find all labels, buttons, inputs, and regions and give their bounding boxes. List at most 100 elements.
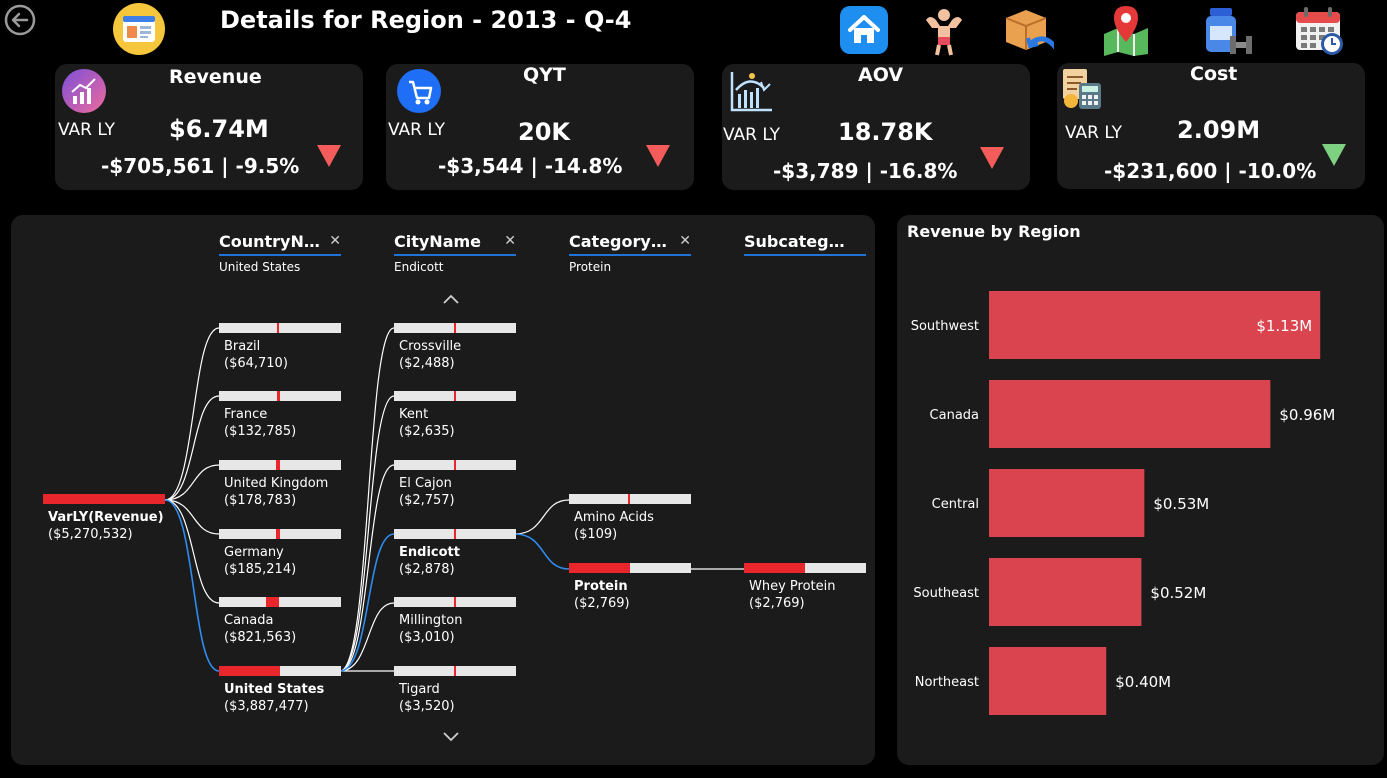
node-bar [219,323,341,333]
trend-down-icon [317,145,341,167]
tree-node-country[interactable]: Canada ($821,563) [219,597,341,646]
cart-icon [397,69,441,113]
node-bar [744,563,866,573]
node-bar [394,391,516,401]
kpi-card-cost: Cost VAR LY 2.09M -$231,600 | -10.0% [1057,63,1365,189]
node-value: ($3,887,477) [224,699,309,714]
kpi-variance: -$3,789 | -16.8% [773,159,958,183]
kpi-label: VAR LY [1065,123,1122,143]
data-label: $0.52M [1150,584,1206,602]
trend-down-icon [1322,144,1346,166]
level-filter: Endicott [394,260,444,274]
node-bar [394,529,516,539]
tree-node-city[interactable]: Kent ($2,635) [394,391,516,440]
tree-node-city[interactable]: Endicott ($2,878) [394,529,516,578]
level-header-city[interactable]: CityName ✕ Endicott [394,231,516,274]
node-label: Kent [399,407,429,422]
node-bar [394,323,516,333]
node-label: Whey Protein [749,579,836,594]
node-label: United States [224,682,325,697]
tree-node-country[interactable]: United Kingdom ($178,783) [219,460,341,509]
fitness-icon[interactable] [918,4,970,56]
return-box-icon[interactable] [1002,4,1054,56]
node-value: ($821,563) [224,630,297,645]
kpi-label: VAR LY [388,120,445,140]
kpi-title: AOV [858,64,904,86]
data-label: $1.13M [1256,317,1312,335]
level-filter: Protein [569,260,612,274]
tree-node-city[interactable]: El Cajon ($2,757) [394,460,516,509]
map-icon[interactable] [1100,4,1152,56]
tree-node-category[interactable]: Amino Acids ($109) [569,494,691,543]
kpi-variance: -$231,600 | -10.0% [1104,159,1317,183]
level-filter: United States [219,260,301,274]
node-value: ($2,769) [574,596,630,611]
node-bar [219,391,341,401]
category-label: Southeast [913,586,979,601]
kpi-value: 18.78K [838,118,933,146]
node-label: El Cajon [399,476,452,491]
tree-node-subcategory[interactable]: Whey Protein ($2,769) [744,563,866,612]
tree-node-city[interactable]: Tigard ($3,520) [394,666,516,715]
node-bar [394,597,516,607]
tree-node-city[interactable]: Millington ($3,010) [394,597,516,646]
node-value: ($64,710) [224,356,288,371]
kpi-title: Revenue [169,66,262,88]
supplement-icon[interactable] [1200,4,1252,56]
close-icon[interactable]: ✕ [679,233,691,249]
tree-node-country[interactable]: Germany ($185,214) [219,529,341,578]
bar[interactable] [989,469,1145,537]
node-label: France [224,407,268,422]
node-label: Canada [224,613,274,628]
chevron-up-icon[interactable] [442,293,460,305]
node-value: ($132,785) [224,424,297,439]
kpi-card-revenue: Revenue VAR LY $6.74M -$705,561 | -9.5% [55,64,363,190]
node-value: ($109) [574,527,618,542]
node-bar [394,666,516,676]
tree-node-root[interactable]: VarLY(Revenue) ($5,270,532) [43,494,165,543]
node-bar [394,460,516,470]
data-label: $0.53M [1153,495,1209,513]
decomposition-tree: CountryName ✕ United States CityName ✕ E… [11,215,875,765]
node-label: Brazil [224,339,261,354]
node-value: ($2,878) [399,562,455,577]
chevron-down-icon[interactable] [442,731,460,743]
tree-node-country[interactable]: United States ($3,887,477) [219,666,341,715]
back-arrow-icon[interactable] [4,4,36,36]
kpi-variance: -$3,544 | -14.8% [438,154,623,178]
level-name: CountryName [219,232,321,251]
node-label: Amino Acids [574,510,654,525]
level-name: SubcategoryName [744,232,846,251]
tree-node-city[interactable]: Crossville ($2,488) [394,323,516,372]
bar[interactable] [989,647,1107,715]
tree-node-country[interactable]: Brazil ($64,710) [219,323,341,372]
level-header-subcategory[interactable]: SubcategoryName [744,231,866,256]
level-header-category[interactable]: CategoryName ✕ Protein [569,231,691,274]
node-bar [569,494,691,504]
node-value: ($2,769) [749,596,805,611]
node-label: Crossville [399,339,462,354]
revenue-by-region-chart: Southwest $1.13M Canada $0.96M Central $0.53M… [911,291,1335,715]
node-label: VarLY(Revenue) [48,510,164,525]
bar[interactable] [989,380,1271,448]
kpi-card-aov: AOV VAR LY 18.78K -$3,789 | -16.8% [722,64,1030,190]
node-value: ($2,635) [399,424,455,439]
node-label: Tigard [399,682,440,697]
level-name: CityName [394,232,482,251]
kpi-label: VAR LY [58,120,115,140]
level-underline [569,254,691,256]
tree-node-category[interactable]: Protein ($2,769) [569,563,691,612]
close-icon[interactable]: ✕ [329,233,341,249]
tree-node-country[interactable]: France ($132,785) [219,391,341,440]
level-name: CategoryName [569,232,671,251]
report-logo-icon [113,3,165,55]
calendar-icon[interactable] [1294,4,1346,56]
node-bar [43,494,165,504]
home-icon[interactable] [838,4,890,56]
level-header-country[interactable]: CountryName ✕ United States [219,231,341,274]
data-label: $0.40M [1115,673,1171,691]
bar[interactable] [989,558,1142,626]
category-label: Central [932,497,979,512]
close-icon[interactable]: ✕ [504,233,516,249]
bar[interactable] [989,291,1321,359]
